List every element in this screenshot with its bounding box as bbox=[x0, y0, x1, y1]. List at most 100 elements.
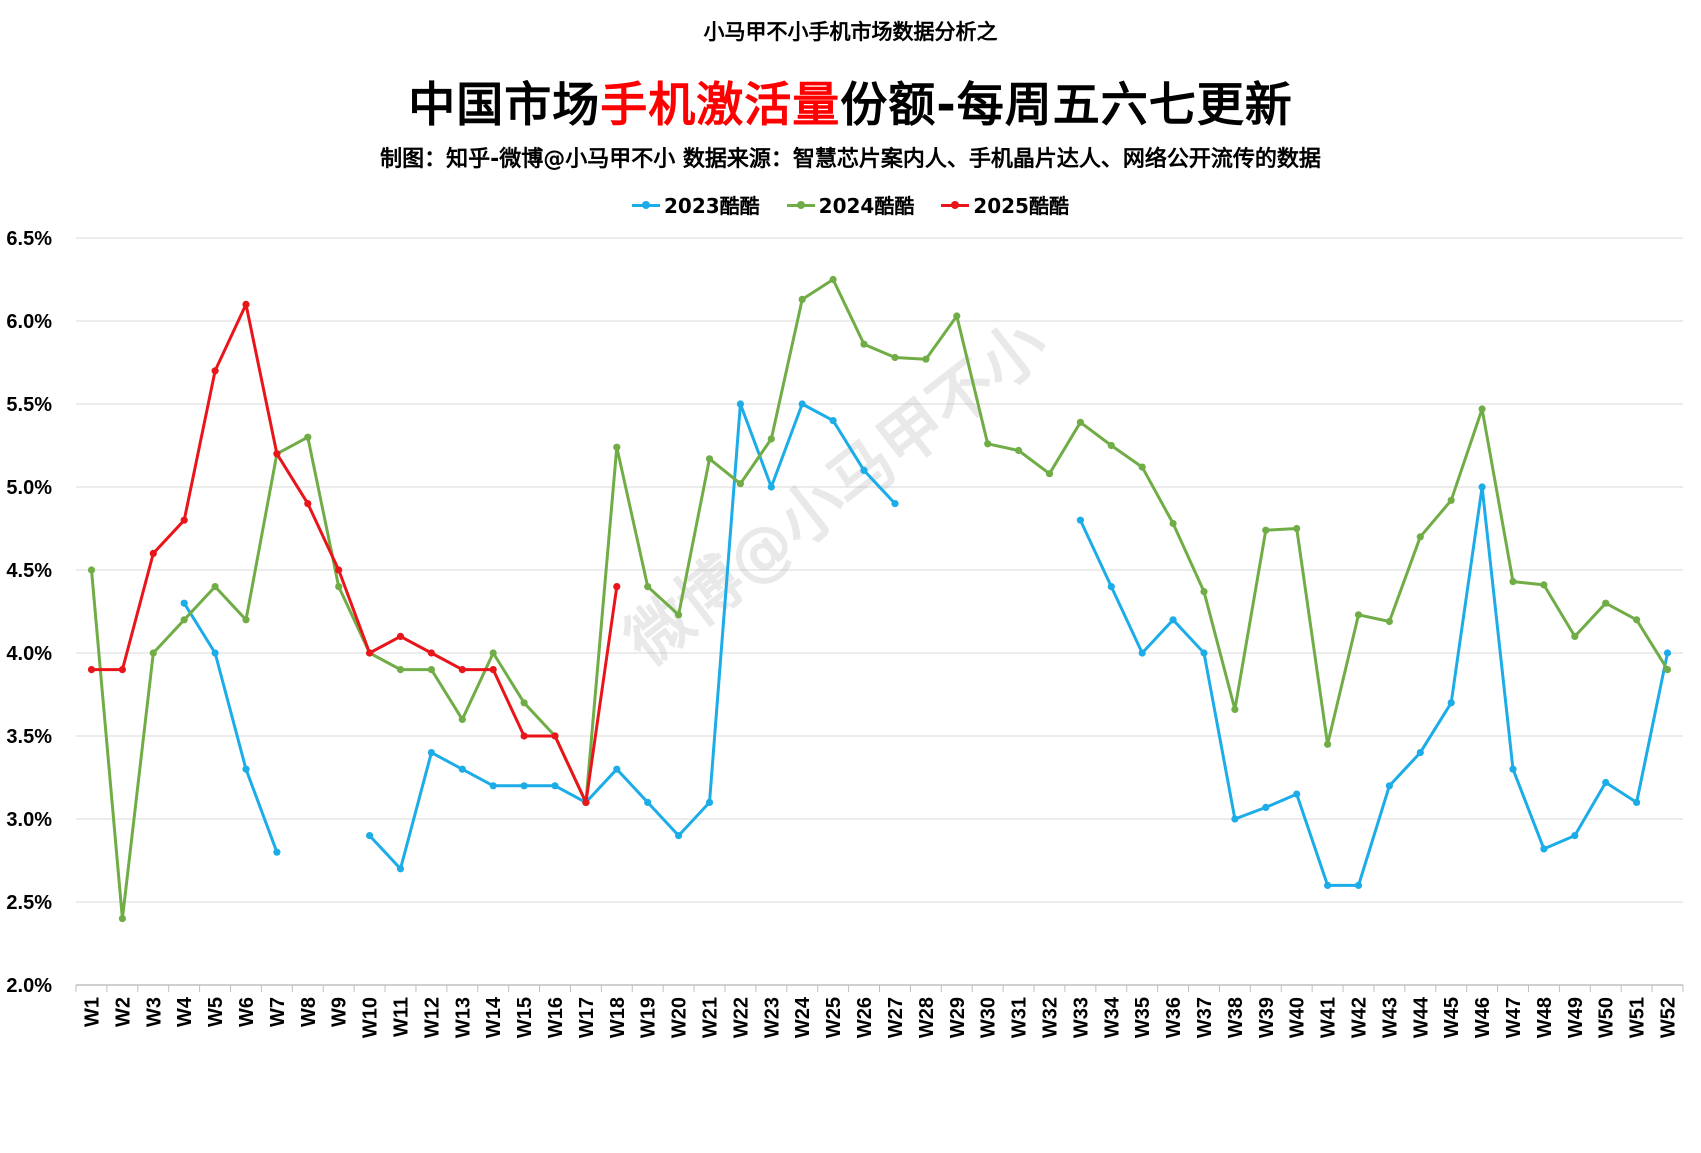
data-point bbox=[427, 749, 435, 757]
data-point bbox=[1663, 666, 1672, 674]
data-point bbox=[366, 832, 374, 840]
data-point bbox=[87, 566, 96, 574]
data-point bbox=[1138, 649, 1146, 657]
chart-subtitle: 制图：知乎-微博@小马甲不小 数据来源：智慧芯片案内人、手机晶片达人、网络公开流… bbox=[380, 147, 1321, 172]
data-point bbox=[767, 483, 775, 491]
title-suffix: 份额-每周五六七更新 bbox=[840, 78, 1293, 133]
series-line bbox=[368, 402, 897, 871]
data-point bbox=[613, 583, 621, 591]
data-point bbox=[891, 353, 899, 362]
legend-label-2024: 2024酷酷 bbox=[818, 194, 915, 218]
data-point bbox=[953, 312, 961, 320]
x-tick-label: W17 bbox=[576, 997, 598, 1038]
x-tick-label: W34 bbox=[1101, 996, 1123, 1038]
y-tick-label: 6.0% bbox=[6, 311, 52, 333]
x-tick-label: W37 bbox=[1194, 997, 1216, 1038]
data-point bbox=[798, 295, 806, 303]
legend-label-2023: 2023酷酷 bbox=[664, 194, 760, 218]
data-point bbox=[1540, 845, 1548, 853]
data-point bbox=[551, 782, 559, 790]
data-point bbox=[1231, 705, 1239, 714]
data-point bbox=[1324, 740, 1332, 748]
x-tick-label: W48 bbox=[1534, 997, 1556, 1038]
data-point bbox=[1509, 765, 1517, 773]
x-tick-label: W38 bbox=[1225, 997, 1247, 1038]
data-point bbox=[1478, 405, 1486, 413]
data-point bbox=[1138, 463, 1146, 471]
data-point bbox=[860, 466, 868, 474]
x-tick-label: W44 bbox=[1410, 996, 1432, 1038]
data-point bbox=[427, 649, 435, 657]
x-tick-label: W18 bbox=[607, 997, 629, 1038]
data-point bbox=[1169, 616, 1177, 624]
x-tick-label: W46 bbox=[1472, 997, 1494, 1038]
data-point bbox=[458, 666, 466, 674]
data-point bbox=[798, 400, 806, 408]
x-tick-label: W45 bbox=[1441, 997, 1463, 1038]
data-point bbox=[489, 666, 497, 674]
x-tick-label: W23 bbox=[761, 997, 783, 1038]
y-tick-label: 5.0% bbox=[6, 477, 52, 499]
x-tick-label: W30 bbox=[978, 997, 1000, 1038]
series-2025酷酷 bbox=[87, 300, 621, 807]
chart-legend: 2023酷酷 2024酷酷 2025酷酷 bbox=[0, 190, 1701, 219]
data-point bbox=[1354, 881, 1363, 890]
x-tick-label: W31 bbox=[1009, 997, 1031, 1038]
x-tick-label: W7 bbox=[267, 997, 289, 1027]
data-point bbox=[860, 340, 868, 348]
y-tick-label: 5.5% bbox=[6, 394, 52, 416]
data-point bbox=[1107, 583, 1115, 591]
data-point bbox=[829, 275, 837, 284]
data-point bbox=[335, 566, 343, 574]
series-2024酷酷 bbox=[87, 275, 1672, 923]
y-tick-label: 4.5% bbox=[6, 560, 52, 582]
data-point bbox=[1324, 881, 1332, 890]
data-point bbox=[396, 632, 405, 641]
x-tick-label: W47 bbox=[1503, 997, 1525, 1038]
chart-title: 中国市场手机激活量份额-每周五六七更新 bbox=[0, 66, 1701, 135]
x-tick-label: W16 bbox=[545, 997, 567, 1038]
x-tick-label: W26 bbox=[854, 997, 876, 1038]
data-point bbox=[180, 616, 188, 624]
data-point bbox=[675, 832, 683, 840]
data-point bbox=[87, 666, 96, 674]
x-tick-label: W40 bbox=[1287, 997, 1309, 1038]
x-tick-label: W35 bbox=[1132, 997, 1154, 1038]
data-point bbox=[242, 765, 250, 773]
data-point bbox=[458, 765, 466, 773]
data-point bbox=[458, 715, 466, 724]
chart-supertitle: 小马甲不小手机市场数据分析之 bbox=[703, 20, 998, 44]
data-point bbox=[1200, 649, 1208, 657]
legend-item-2024: 2024酷酷 bbox=[786, 190, 915, 219]
data-point bbox=[180, 516, 188, 524]
x-tick-label: W6 bbox=[236, 997, 258, 1027]
x-tick-label: W8 bbox=[298, 997, 320, 1027]
data-point bbox=[427, 666, 435, 674]
x-tick-label: W5 bbox=[205, 997, 227, 1027]
x-tick-label: W43 bbox=[1379, 997, 1401, 1038]
data-point bbox=[520, 782, 528, 790]
data-point bbox=[211, 583, 219, 591]
legend-label-2025: 2025酷酷 bbox=[973, 194, 1069, 218]
data-point bbox=[582, 798, 590, 807]
data-point bbox=[829, 417, 837, 425]
data-point bbox=[149, 549, 157, 558]
watermark: 微博@小马甲不小 bbox=[612, 307, 1062, 681]
data-point bbox=[242, 616, 250, 624]
x-tick-label: W52 bbox=[1658, 997, 1680, 1038]
data-point bbox=[613, 765, 621, 773]
series-line bbox=[182, 602, 279, 853]
data-point bbox=[767, 435, 775, 443]
data-point bbox=[211, 367, 219, 375]
x-tick-label: W3 bbox=[143, 997, 165, 1027]
data-point bbox=[1385, 617, 1393, 626]
x-tick-label: W13 bbox=[452, 997, 474, 1038]
x-tick-label: W10 bbox=[360, 997, 382, 1038]
x-tick-label: W12 bbox=[421, 997, 443, 1038]
y-tick-label: 6.5% bbox=[6, 228, 52, 250]
data-point bbox=[736, 480, 745, 488]
y-tick-label: 2.5% bbox=[6, 892, 52, 914]
x-tick-label: W33 bbox=[1070, 997, 1092, 1038]
